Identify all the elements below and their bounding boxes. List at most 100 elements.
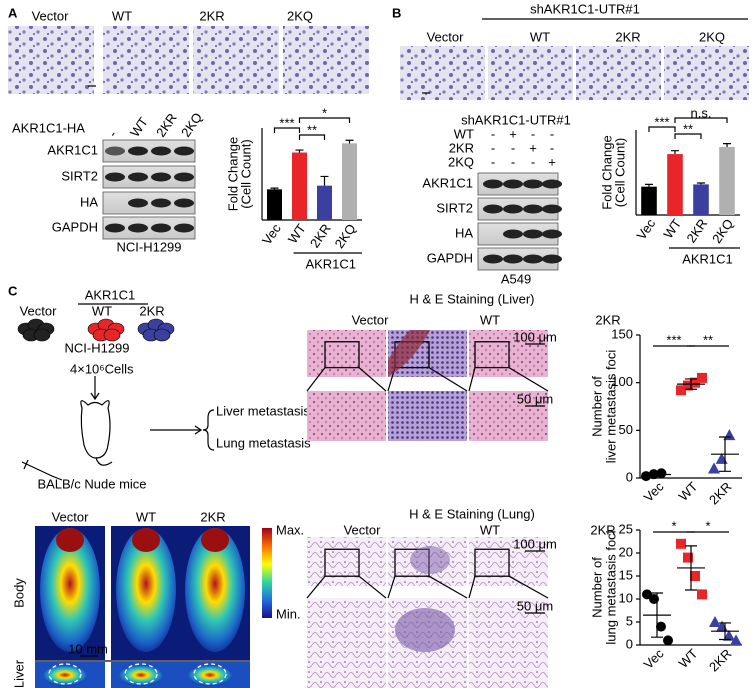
y-axis-label: liver metastasis foci [603,350,618,464]
data-point [656,621,666,632]
line [468,576,476,599]
blot-band [105,223,125,233]
sd-whisker [685,378,697,390]
data-point [683,552,693,563]
data-point [697,372,707,383]
bar [342,143,357,220]
blot-band [151,172,171,182]
heat-signal [132,528,160,552]
y-axis-label: Fold Change [599,135,614,209]
tissue-zoom [307,391,386,441]
blot-band [523,204,543,214]
sd-whisker [651,592,663,638]
y-tick-label: 0 [626,636,633,651]
tissue-detail [388,330,430,377]
significance-label: * [671,518,676,533]
blot-row-label: SIRT2 [61,168,98,183]
micrograph [103,26,189,94]
error-bar [345,139,354,144]
blot-row-label: AKR1C1 [422,175,473,190]
cell-line: NCI-H1299 [116,239,181,254]
line [428,367,468,392]
blot-row-label: HA [80,194,98,209]
group-header: AKR1C1 [85,287,136,302]
blot-band [128,198,148,208]
heat-signal [201,528,229,552]
blot-band [483,254,503,264]
blot-band [128,223,148,233]
arrow [150,425,203,435]
column-label: 2KR [590,522,615,537]
column-label: Vector [427,29,465,44]
y-axis-label: lung metastasis foci [603,530,618,644]
scale-label: 50 μm [517,391,553,406]
x-tick-label: WT [676,646,701,671]
lane-label: WT [127,114,151,139]
y-axis-label: (Cell Count) [238,139,253,208]
column-label: 2KR [595,312,620,327]
treatment-sign: - [550,140,554,155]
scale-label: 50 μm [517,598,553,613]
line [358,575,387,599]
blot-row-label: HA [455,225,473,240]
zoom-box [324,341,360,369]
staining-title: H & E Staining (Lung) [409,506,535,521]
tissue-zoom [388,391,467,441]
line [508,367,549,392]
column-label: WT [136,509,156,524]
column-label: 2KQ [699,29,725,44]
blot-band [503,179,523,189]
syringe-icon [21,459,63,481]
line [387,576,396,599]
x-tick-label: 2KR [706,646,734,674]
treatment-sign: - [491,140,495,155]
treatment-label: 2KR [449,140,474,155]
x-tick-label: WT [660,216,684,241]
data-point [697,589,707,600]
micrograph [283,26,369,94]
y-tick-label: 25 [619,521,633,536]
treatment-label: WT [454,126,474,141]
x-tick-label: Vec [259,221,284,248]
tissue-image [307,537,386,586]
error-bar [723,143,731,147]
column-label: 2KR [615,29,640,44]
group-label: Vector [20,303,58,318]
column-label: WT [530,29,550,44]
colorbar-label: Min. [276,606,301,621]
y-tick-label: 10 [619,590,633,605]
micrograph [8,26,94,94]
treatment-label: 2KQ [448,154,474,169]
y-axis-label: Number of [589,557,604,618]
data-point [676,538,686,549]
blot-band [105,172,125,182]
x-tick-label: WT [676,479,701,504]
significance-bracket [298,117,351,123]
panel-label: B [392,5,401,20]
x-tick-label: 2KQ [709,216,736,246]
blot-band [174,172,194,182]
y-axis-label: Number of [589,376,604,437]
cell-icon [33,328,51,342]
column-label: 2KQ [287,8,313,23]
scale-label: 10 mm [68,641,108,656]
x-tick-label: 2KR [683,216,710,245]
significance-bracket [648,126,676,132]
row-label: Body [11,578,26,608]
heat-signal [56,528,84,552]
bar [292,152,307,220]
panel-label: A [8,5,18,20]
y-tick-label: 150 [611,326,633,341]
blot-band [174,146,194,156]
column-label: 2KR [199,8,224,23]
error-bar [270,187,279,190]
blot-band [128,172,148,182]
brace [202,409,215,451]
data-point [690,377,700,388]
blot-strip [102,191,196,215]
y-tick-label: 15 [619,567,633,582]
data-point [690,571,700,581]
x-tick-label: Vec [641,479,667,505]
bar [267,189,282,220]
